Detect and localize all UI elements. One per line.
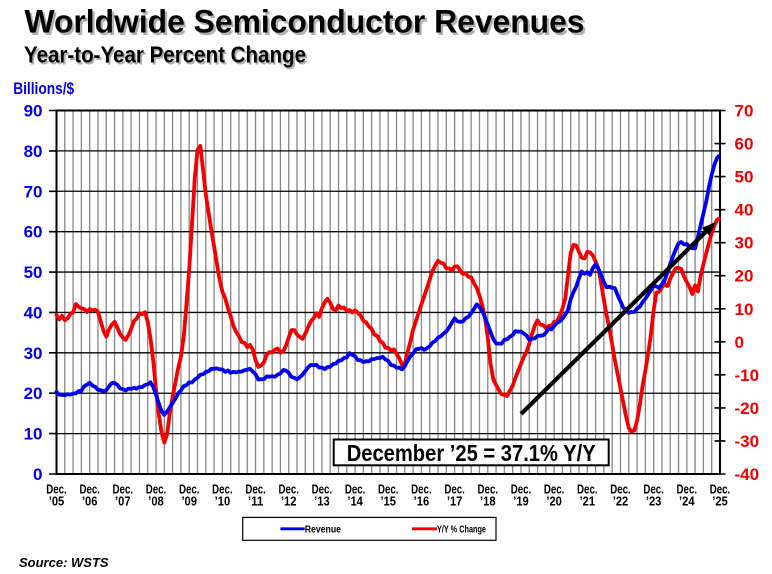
svg-text:30: 30 (735, 234, 754, 253)
svg-text:Dec.: Dec. (212, 482, 233, 497)
svg-text:90: 90 (24, 102, 43, 121)
svg-text:80: 80 (24, 142, 43, 161)
svg-text:Dec.: Dec. (79, 482, 100, 497)
svg-text:Dec.: Dec. (113, 482, 134, 497)
svg-text:Dec.: Dec. (312, 482, 333, 497)
svg-text:Worldwide Semiconductor Revenu: Worldwide Semiconductor Revenues (27, 6, 587, 42)
svg-text:30: 30 (24, 344, 43, 363)
svg-text:’18: ’18 (480, 494, 496, 509)
svg-text:Dec.: Dec. (478, 482, 499, 497)
svg-text:Billions/$: Billions/$ (13, 79, 74, 98)
svg-text:’09: ’09 (181, 494, 197, 509)
svg-text:Revenue: Revenue (305, 524, 341, 536)
svg-text:Worldwide Semiconductor Revenu: Worldwide Semiconductor Revenues (25, 4, 585, 40)
svg-text:50: 50 (735, 168, 754, 187)
svg-text:December ’25 = 37.1% Y/Y: December ’25 = 37.1% Y/Y (347, 440, 596, 466)
svg-text:Year-to-Year Percent Change: Year-to-Year Percent Change (26, 43, 308, 69)
svg-text:’17: ’17 (447, 494, 463, 509)
svg-text:Dec.: Dec. (179, 482, 200, 497)
svg-text:Dec.: Dec. (378, 482, 399, 497)
svg-text:Y/Y % Change: Y/Y % Change (437, 524, 486, 536)
svg-text:70: 70 (24, 182, 43, 201)
svg-text:Dec.: Dec. (610, 482, 631, 497)
svg-text:Dec.: Dec. (710, 482, 731, 497)
svg-text:60: 60 (735, 135, 754, 154)
svg-text:Dec.: Dec. (245, 482, 266, 497)
svg-text:Dec.: Dec. (278, 482, 299, 497)
svg-text:50: 50 (24, 263, 43, 282)
svg-text:10: 10 (735, 300, 754, 319)
svg-text:’21: ’21 (580, 494, 596, 509)
svg-text:’08: ’08 (148, 494, 164, 509)
svg-text:Year-to-Year Percent Change: Year-to-Year Percent Change (24, 42, 306, 68)
svg-text:’07: ’07 (115, 494, 131, 509)
svg-text:Dec.: Dec. (345, 482, 366, 497)
svg-text:Dec.: Dec. (544, 482, 565, 497)
svg-text:-40: -40 (735, 465, 760, 484)
svg-text:-20: -20 (735, 399, 760, 418)
svg-text:Dec.: Dec. (677, 482, 698, 497)
svg-text:’16: ’16 (414, 494, 430, 509)
svg-text:’12: ’12 (281, 494, 297, 509)
svg-text:’14: ’14 (347, 494, 363, 509)
svg-text:’23: ’23 (646, 494, 662, 509)
svg-text:’20: ’20 (546, 494, 562, 509)
svg-text:70: 70 (735, 102, 754, 121)
svg-text:’10: ’10 (215, 494, 231, 509)
svg-text:0: 0 (33, 465, 42, 484)
svg-text:’06: ’06 (82, 494, 98, 509)
svg-text:’11: ’11 (248, 494, 264, 509)
svg-text:’25: ’25 (712, 494, 728, 509)
svg-text:Dec.: Dec. (511, 482, 532, 497)
svg-text:Dec.: Dec. (411, 482, 432, 497)
svg-text:20: 20 (24, 384, 43, 403)
svg-text:Dec.: Dec. (444, 482, 465, 497)
svg-text:40: 40 (735, 201, 754, 220)
svg-text:’24: ’24 (679, 494, 695, 509)
svg-text:40: 40 (24, 303, 43, 322)
svg-text:10: 10 (24, 425, 43, 444)
svg-text:Dec.: Dec. (643, 482, 664, 497)
svg-text:’13: ’13 (314, 494, 330, 509)
svg-text:0: 0 (735, 333, 744, 352)
svg-text:Source: WSTS: Source: WSTS (19, 555, 109, 570)
svg-text:’05: ’05 (49, 494, 65, 509)
svg-text:Dec.: Dec. (577, 482, 598, 497)
svg-text:-10: -10 (735, 366, 760, 385)
svg-text:Dec.: Dec. (146, 482, 167, 497)
svg-text:-30: -30 (735, 432, 760, 451)
svg-text:’15: ’15 (380, 494, 396, 509)
svg-text:20: 20 (735, 267, 754, 286)
svg-text:60: 60 (24, 223, 43, 242)
svg-text:Dec.: Dec. (46, 482, 67, 497)
svg-text:’19: ’19 (513, 494, 529, 509)
svg-text:’22: ’22 (613, 494, 629, 509)
